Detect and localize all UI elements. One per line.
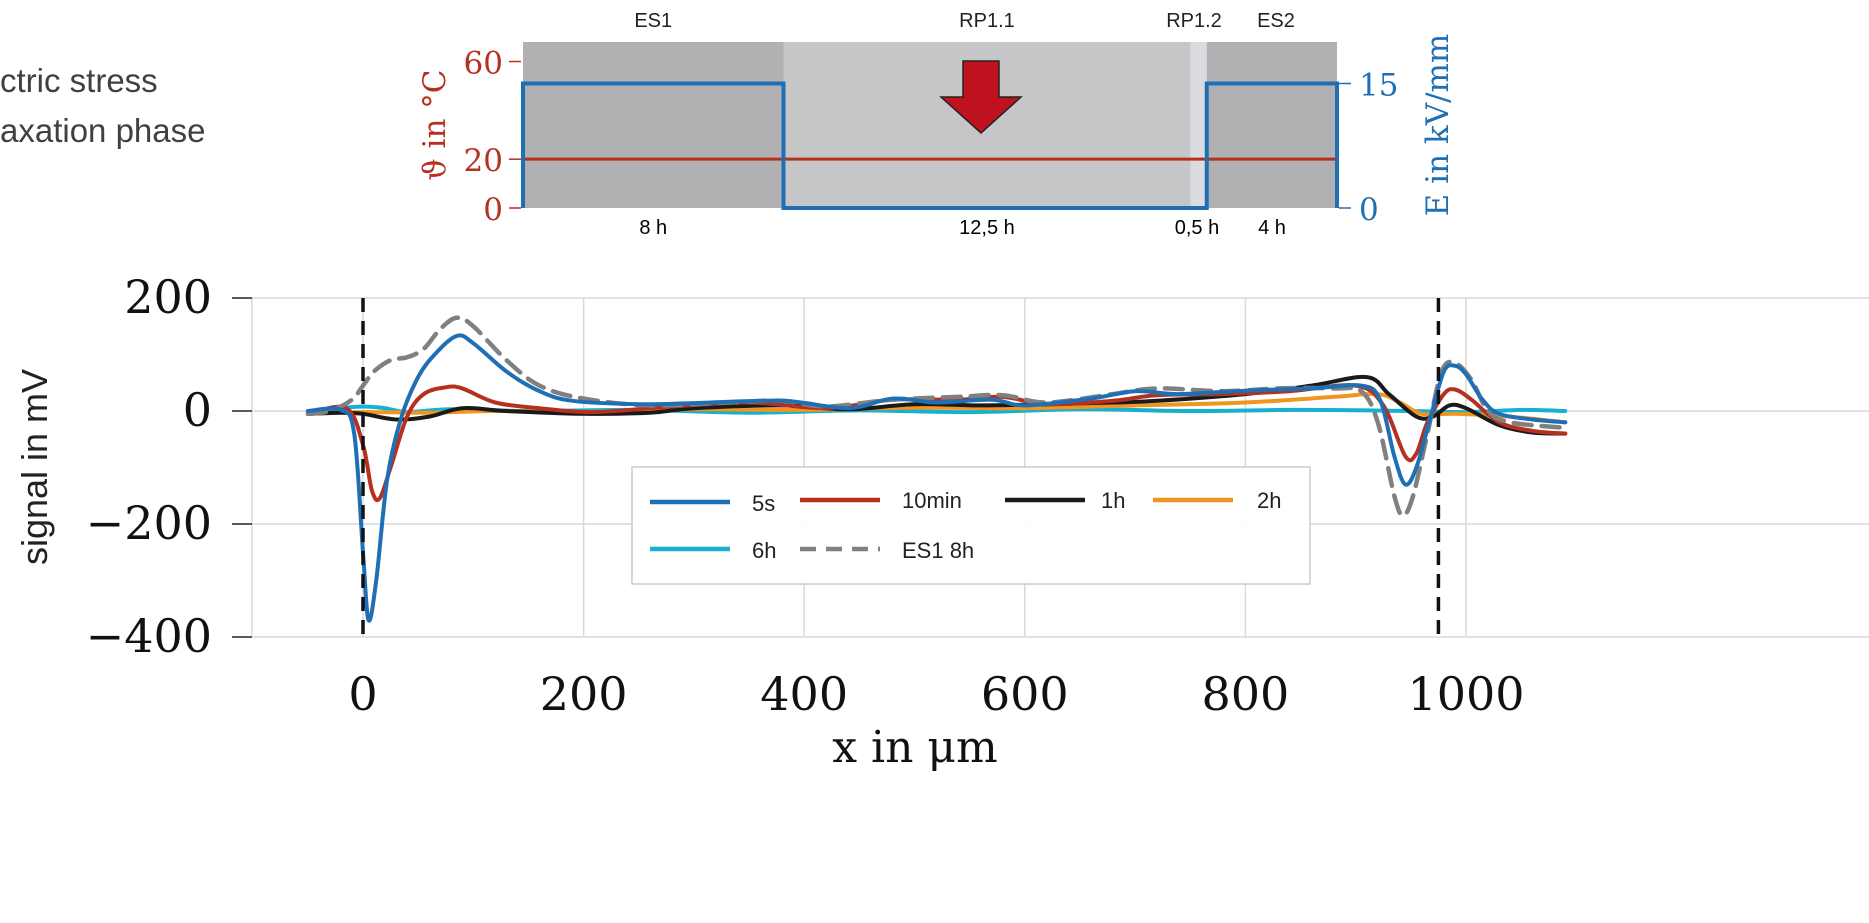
y-tick-label: −400 [86,609,212,663]
series-line-es1-8h [305,315,1568,518]
phase-duration-label: 0,5 h [1175,217,1219,239]
x-axis-label: x in μm [832,722,998,773]
legend-label: ES1 8h [902,538,974,563]
y-tick-label: 200 [124,270,212,324]
signal-chart: 200 0 −200 −400 0 200 400 600 800 1000 x in μm sign… [14,270,1869,773]
phase-duration-label: 4 h [1258,217,1286,239]
right-axis-label: E in kV/mm [1420,34,1456,217]
x-tick-label: 1000 [1407,667,1524,721]
left-axis-label: ϑ in °C [417,70,453,181]
field-step-line [521,81,1339,210]
x-tick-label: 0 [348,667,377,721]
left-tick-label: 60 [464,46,503,82]
x-tick-label: 200 [540,667,628,721]
legend-label: 5s [752,491,775,516]
legend-label: 2h [1257,488,1281,513]
legend-label: 6h [752,538,776,563]
y-tick-label: 0 [183,383,212,437]
phase-duration-label: 8 h [639,217,667,239]
right-tick-label: 0 [1359,192,1379,228]
y-axis-label: signal in mV [14,369,55,565]
phase-band-rp1.2 [1190,42,1207,208]
side-text-line-2: axation phase [0,112,206,149]
series-group [305,315,1568,623]
side-text-line-1: ctric stress [0,62,158,99]
phase-name-label: ES2 [1257,10,1295,32]
phase-band-es1 [523,42,784,208]
y-tick-label: −200 [86,496,212,550]
right-tick-label: 15 [1359,68,1398,104]
x-tick-label: 800 [1201,667,1289,721]
phase-band-es2 [1206,42,1337,208]
phase-chart: ES1 8 h RP1.1 12,5 h RP1.2 0,5 h ES2 4 h 60 20 0 ϑ … [417,10,1456,239]
left-tick-label: 20 [464,143,503,179]
left-tick-label: 0 [483,192,503,228]
legend-box [631,466,1311,585]
phase-name-label: ES1 [634,10,672,32]
x-tick-label: 400 [760,667,848,721]
legend-label: 10min [902,488,962,513]
legend-label: 1h [1101,488,1125,513]
x-tick-label: 600 [981,667,1069,721]
phase-duration-label: 12,5 h [959,217,1015,239]
down-arrow-icon [939,60,1023,135]
series-line-5s [305,333,1568,623]
phase-name-label: RP1.2 [1166,10,1222,32]
legend: 5s 10min 1h 2h 6h ES1 8h [631,466,1311,585]
phase-name-label: RP1.1 [959,10,1015,32]
